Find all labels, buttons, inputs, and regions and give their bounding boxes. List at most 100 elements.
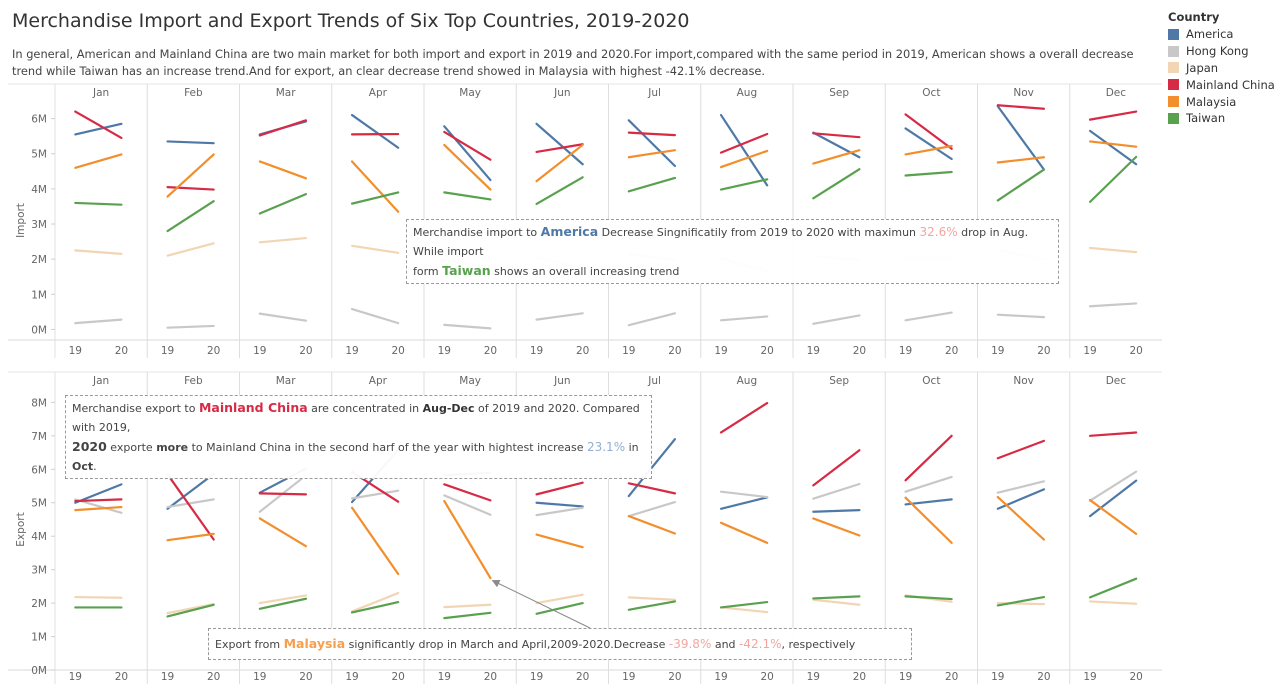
legend-label: America — [1186, 27, 1234, 42]
month-header-sep: Sep — [829, 375, 849, 387]
series-line-hong-kong-nov — [996, 480, 1046, 494]
x-tick-label: 20 — [299, 671, 312, 683]
series-line-mainland-china-may — [443, 130, 492, 161]
series-line-america-jun — [535, 122, 584, 166]
legend-item-mainland-china[interactable]: Mainland China — [1168, 76, 1275, 93]
series-line-hong-kong-jul — [627, 312, 677, 327]
annotation-country-malaysia: Malaysia — [283, 636, 346, 651]
x-tick-label: 20 — [945, 671, 958, 683]
legend-item-malaysia[interactable]: Malaysia — [1168, 93, 1275, 110]
series-line-hong-kong-sep — [812, 314, 861, 325]
x-tick-label: 20 — [945, 345, 958, 357]
month-header-dec: Dec — [1106, 375, 1127, 387]
x-tick-label: 20 — [853, 345, 866, 357]
x-tick-label: 20 — [299, 345, 312, 357]
x-tick-label: 20 — [391, 345, 404, 357]
series-line-malaysia-apr — [350, 506, 400, 576]
legend-item-taiwan[interactable]: Taiwan — [1168, 110, 1275, 127]
series-line-america-jan — [74, 483, 123, 504]
x-tick-label: 19 — [530, 345, 543, 357]
x-tick-label: 19 — [622, 671, 635, 683]
legend-swatch — [1168, 79, 1179, 91]
x-tick-label: 19 — [253, 671, 266, 683]
legend-item-hong-kong[interactable]: Hong Kong — [1168, 43, 1275, 60]
legend-swatch — [1168, 112, 1179, 124]
series-line-taiwan-jun — [535, 601, 584, 615]
x-tick-label: 19 — [807, 345, 820, 357]
y-tick-label: 8M — [31, 397, 47, 409]
annotation-country-china: Mainland China — [198, 400, 308, 415]
series-line-america-dec — [1088, 129, 1138, 166]
series-line-hong-kong-may — [443, 323, 492, 330]
month-header-aug: Aug — [737, 87, 758, 99]
series-line-japan-apr — [350, 591, 400, 613]
series-line-taiwan-jan — [74, 201, 123, 206]
y-tick-label: 1M — [31, 632, 47, 644]
series-line-hong-kong-feb — [166, 498, 215, 509]
series-line-hong-kong-apr — [350, 489, 400, 500]
series-line-taiwan-apr — [350, 600, 400, 614]
series-line-malaysia-oct — [904, 496, 953, 544]
chart-title: Merchandise Import and Export Trends of … — [12, 10, 690, 32]
series-line-malaysia-nov — [996, 495, 1046, 541]
series-line-hong-kong-jan — [74, 318, 123, 325]
series-line-taiwan-mar — [258, 193, 308, 215]
month-header-apr: Apr — [369, 87, 388, 99]
y-tick-label: 6M — [31, 114, 47, 126]
series-line-mainland-china-jan — [74, 110, 123, 140]
series-line-japan-jan — [74, 249, 123, 255]
import-annotation: Merchandise import to America Decrease S… — [406, 219, 1059, 284]
x-tick-label: 19 — [438, 345, 451, 357]
x-tick-label: 20 — [576, 671, 589, 683]
series-line-america-sep — [812, 508, 861, 513]
series-line-america-dec — [1088, 479, 1138, 518]
series-line-malaysia-may — [443, 143, 492, 191]
series-line-america-jul — [627, 119, 677, 168]
series-line-malaysia-jul — [627, 149, 677, 159]
y-axis-title: Export — [15, 512, 27, 546]
x-tick-label: 19 — [1083, 671, 1096, 683]
series-line-japan-jan — [74, 595, 123, 599]
series-line-hong-kong-mar — [258, 312, 308, 322]
series-line-malaysia-jan — [74, 505, 123, 512]
series-line-malaysia-dec — [1088, 140, 1138, 148]
month-header-mar: Mar — [276, 375, 296, 387]
series-line-america-may — [443, 125, 492, 182]
x-tick-label: 20 — [115, 671, 128, 683]
x-tick-label: 20 — [207, 345, 220, 357]
series-line-america-aug — [719, 496, 769, 510]
x-tick-label: 20 — [1037, 671, 1050, 683]
series-line-japan-jun — [535, 593, 584, 605]
y-tick-label: 2M — [31, 254, 47, 266]
series-line-taiwan-dec — [1088, 577, 1138, 599]
y-tick-label: 2M — [31, 598, 47, 610]
x-tick-label: 20 — [1129, 671, 1142, 683]
month-header-may: May — [459, 375, 481, 387]
month-header-nov: Nov — [1013, 87, 1034, 99]
series-line-america-jan — [74, 122, 123, 136]
x-tick-label: 19 — [345, 345, 358, 357]
legend-item-japan[interactable]: Japan — [1168, 60, 1275, 77]
month-header-jul: Jul — [647, 375, 661, 387]
month-header-jun: Jun — [553, 375, 570, 387]
series-line-hong-kong-apr — [350, 307, 400, 325]
series-line-malaysia-sep — [812, 149, 861, 165]
x-tick-label: 20 — [391, 671, 404, 683]
x-tick-label: 20 — [1129, 345, 1142, 357]
y-tick-label: 5M — [31, 498, 47, 510]
x-tick-label: 19 — [991, 345, 1004, 357]
x-tick-label: 19 — [161, 671, 174, 683]
legend-item-america[interactable]: America — [1168, 26, 1275, 43]
month-header-feb: Feb — [184, 87, 203, 99]
y-tick-label: 3M — [31, 565, 47, 577]
x-tick-label: 20 — [484, 345, 497, 357]
series-line-mainland-china-oct — [904, 113, 953, 150]
x-tick-label: 20 — [853, 671, 866, 683]
series-line-america-oct — [904, 498, 953, 506]
series-line-hong-kong-aug — [719, 315, 769, 322]
x-tick-label: 19 — [161, 345, 174, 357]
series-line-japan-dec — [1088, 246, 1138, 254]
legend-label: Japan — [1186, 60, 1219, 75]
series-line-japan-dec — [1088, 600, 1138, 605]
month-header-sep: Sep — [829, 87, 849, 99]
